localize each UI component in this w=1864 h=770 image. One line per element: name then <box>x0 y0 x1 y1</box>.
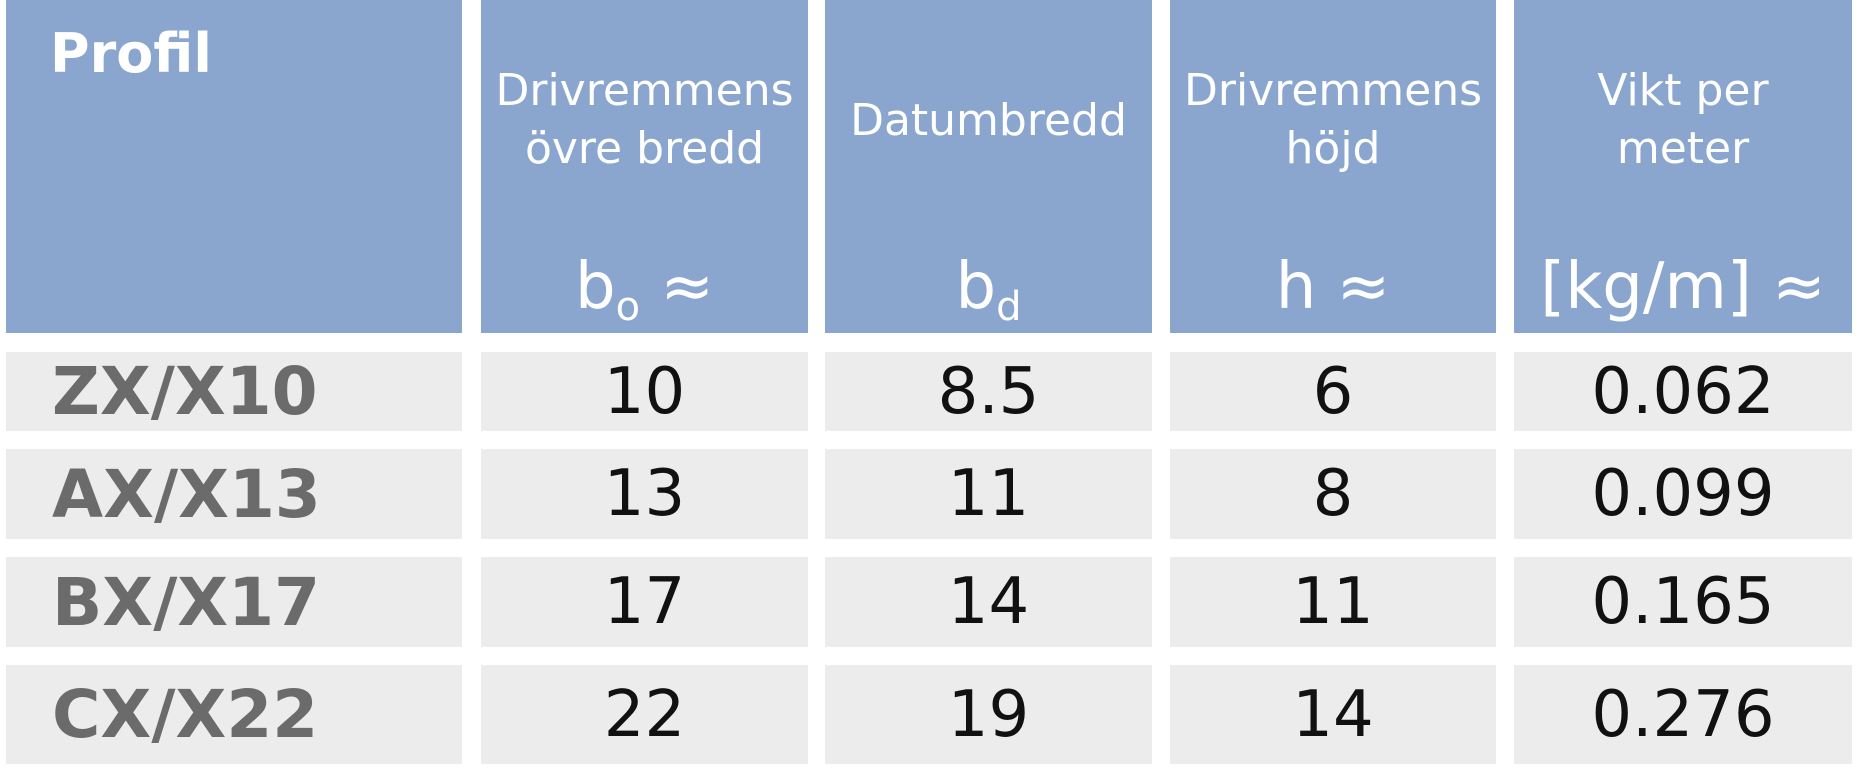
header-title: Vikt per meter <box>1514 62 1852 178</box>
value-cell: 0.062 <box>1514 352 1852 431</box>
value-cell: 0.099 <box>1514 449 1852 539</box>
value-cell: 11 <box>1170 557 1496 647</box>
header-cell: Drivremmens höjd h ≈ <box>1170 0 1496 333</box>
symbol-suffix: ≈ <box>1772 250 1826 324</box>
value-cell: 14 <box>1170 665 1496 764</box>
header-title-line: Drivremmens <box>1183 65 1483 116</box>
value-cell: 10 <box>481 352 808 431</box>
symbol-suffix: ≈ <box>1336 250 1391 324</box>
symbol: [kg/m] <box>1540 250 1752 324</box>
value-cell: 17 <box>481 557 808 647</box>
header-symbol: bd <box>825 252 1152 342</box>
header-title: Datumbredd <box>825 92 1152 150</box>
profile-cell: AX/X13 <box>6 449 462 539</box>
header-title: Profil <box>50 22 212 85</box>
value-cell: 0.165 <box>1514 557 1852 647</box>
header-title-line: Vikt per <box>1597 65 1769 116</box>
symbol-subscript: d <box>996 284 1022 330</box>
header-symbol: bo ≈ <box>481 252 808 342</box>
value-cell: 8.5 <box>825 352 1152 431</box>
symbol: h <box>1275 250 1317 324</box>
value-cell: 19 <box>825 665 1152 764</box>
header-title-line: Datumbredd <box>850 95 1127 146</box>
header-cell: Vikt per meter [kg/m] ≈ <box>1514 0 1852 333</box>
header-symbol: h ≈ <box>1170 252 1496 322</box>
value-cell: 14 <box>825 557 1152 647</box>
value-cell: 0.276 <box>1514 665 1852 764</box>
value-cell: 22 <box>481 665 808 764</box>
profile-cell: ZX/X10 <box>6 352 462 431</box>
symbol: b <box>574 250 616 324</box>
header-title-line: höjd <box>1285 123 1381 174</box>
value-cell: 8 <box>1170 449 1496 539</box>
header-title: Drivremmens övre bredd <box>481 62 808 178</box>
value-cell: 11 <box>825 449 1152 539</box>
header-title-line: övre bredd <box>524 123 765 174</box>
symbol-subscript: o <box>615 284 641 330</box>
symbol: b <box>955 250 997 324</box>
value-cell: 13 <box>481 449 808 539</box>
header-symbol: [kg/m] ≈ <box>1514 252 1852 322</box>
header-title-line: meter <box>1616 123 1750 174</box>
header-title-line: Drivremmens <box>495 65 794 116</box>
header-cell: Datumbredd bd <box>825 0 1152 333</box>
value-cell: 6 <box>1170 352 1496 431</box>
symbol-suffix: ≈ <box>660 250 715 324</box>
header-title: Drivremmens höjd <box>1170 62 1496 178</box>
header-cell: Drivremmens övre bredd bo ≈ <box>481 0 808 333</box>
header-cell: Profil <box>6 0 462 333</box>
profile-cell: CX/X22 <box>6 665 462 764</box>
profile-cell: BX/X17 <box>6 557 462 647</box>
